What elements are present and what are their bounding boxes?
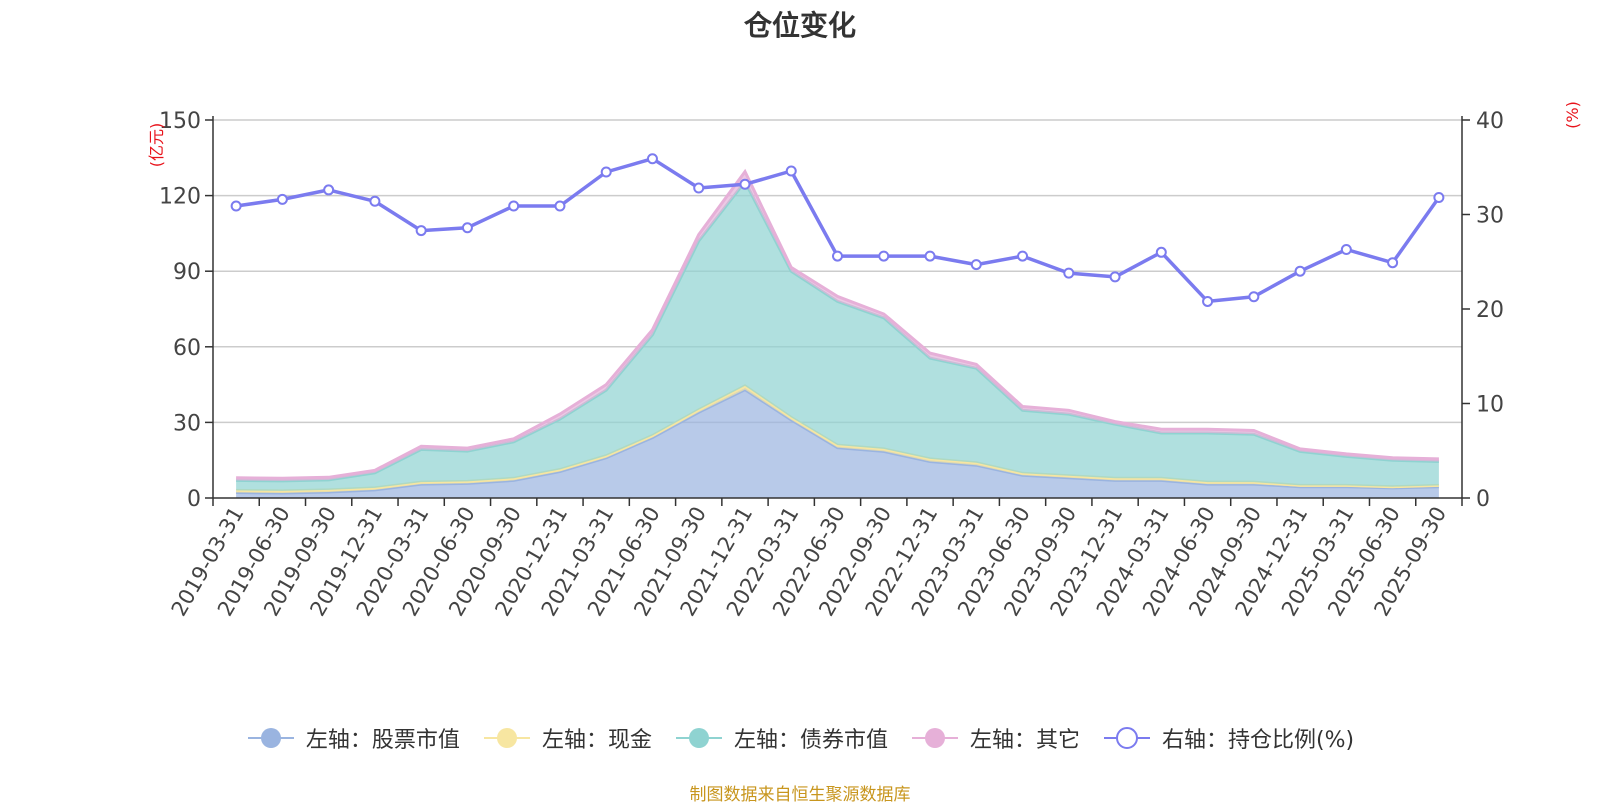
- right-axis-unit: (%): [1563, 101, 1582, 129]
- right-axis-tick-label: 10: [1476, 393, 1504, 418]
- ratio-point: [1387, 257, 1399, 269]
- ratio-point: [276, 193, 288, 205]
- holding-ratio-series: [230, 153, 1445, 307]
- legend-label-stock: 左轴：股票市值: [305, 728, 460, 753]
- ratio-point: [461, 222, 473, 234]
- legend-label-bond: 左轴：债券市值: [733, 728, 888, 753]
- legend-item-ratio[interactable]: 右轴：持仓比例(%): [1102, 722, 1354, 754]
- left-axis-tick-label: 90: [173, 260, 201, 285]
- legend-label-ratio: 右轴：持仓比例(%): [1161, 728, 1355, 753]
- ratio-point: [1248, 291, 1260, 303]
- ratio-point: [1433, 191, 1445, 203]
- legend-item-cash[interactable]: 左轴：现金: [482, 722, 652, 754]
- grid-lines: [213, 119, 1462, 424]
- chart-title: 仓位变化: [743, 9, 856, 42]
- ratio-point: [785, 165, 797, 177]
- ratio-point: [1155, 246, 1167, 258]
- ratio-point: [832, 250, 843, 262]
- ratio-point: [415, 225, 427, 237]
- ratio-point: [508, 200, 520, 212]
- stacked-areas: [236, 168, 1439, 498]
- left-axis-tick-label: 0: [187, 487, 201, 512]
- left-axis-tick-label: 150: [159, 109, 201, 134]
- legend-label-other: 左轴：其它: [969, 728, 1080, 753]
- legend: 左轴：股票市值 左轴：现金 左轴：债券市值 左轴：其它 右轴：持仓比例(%): [0, 722, 1600, 754]
- ratio-point: [1202, 295, 1214, 307]
- left-axis-tick-label: 30: [173, 411, 201, 436]
- left-axis-tick-label: 120: [159, 185, 201, 210]
- ratio-point: [1109, 271, 1121, 283]
- left-axis-unit: (亿元): [147, 123, 166, 168]
- ratio-point: [323, 184, 335, 196]
- ratio-point: [600, 166, 612, 178]
- area-other-edge: [236, 168, 1439, 480]
- ratio-point: [739, 178, 751, 190]
- legend-item-bond[interactable]: 左轴：债券市值: [674, 722, 888, 754]
- ratio-point: [1017, 250, 1029, 262]
- right-axis-tick-label: 20: [1476, 298, 1504, 323]
- ratio-point: [1294, 265, 1306, 277]
- ratio-point: [924, 250, 936, 262]
- ratio-point: [369, 195, 381, 207]
- right-axis-tick-label: 30: [1476, 204, 1504, 229]
- ratio-point: [693, 182, 705, 194]
- right-axis-tick-label: 0: [1476, 487, 1490, 512]
- area-bond: [236, 181, 1439, 491]
- legend-stock-marker-icon: [247, 728, 294, 748]
- legend-cash-marker-icon: [483, 728, 530, 748]
- ratio-point: [646, 153, 658, 165]
- ratio-point: [970, 259, 982, 271]
- left-axis-tick-label: 60: [173, 336, 201, 361]
- ratio-point: [1340, 243, 1352, 255]
- legend-ratio-marker-icon: [1103, 727, 1150, 749]
- legend-item-other[interactable]: 左轴：其它: [910, 722, 1080, 754]
- legend-bond-marker-icon: [675, 728, 722, 748]
- ratio-point: [554, 200, 566, 212]
- source-note: 制图数据来自恒生聚源数据库: [689, 785, 911, 805]
- ratio-point: [230, 200, 242, 212]
- legend-item-stock[interactable]: 左轴：股票市值: [246, 722, 460, 754]
- legend-other-marker-icon: [911, 728, 958, 748]
- ratio-point: [1063, 267, 1075, 279]
- legend-label-cash: 左轴：现金: [541, 728, 652, 753]
- right-axis-tick-label: 40: [1476, 109, 1504, 134]
- ratio-point: [878, 250, 890, 262]
